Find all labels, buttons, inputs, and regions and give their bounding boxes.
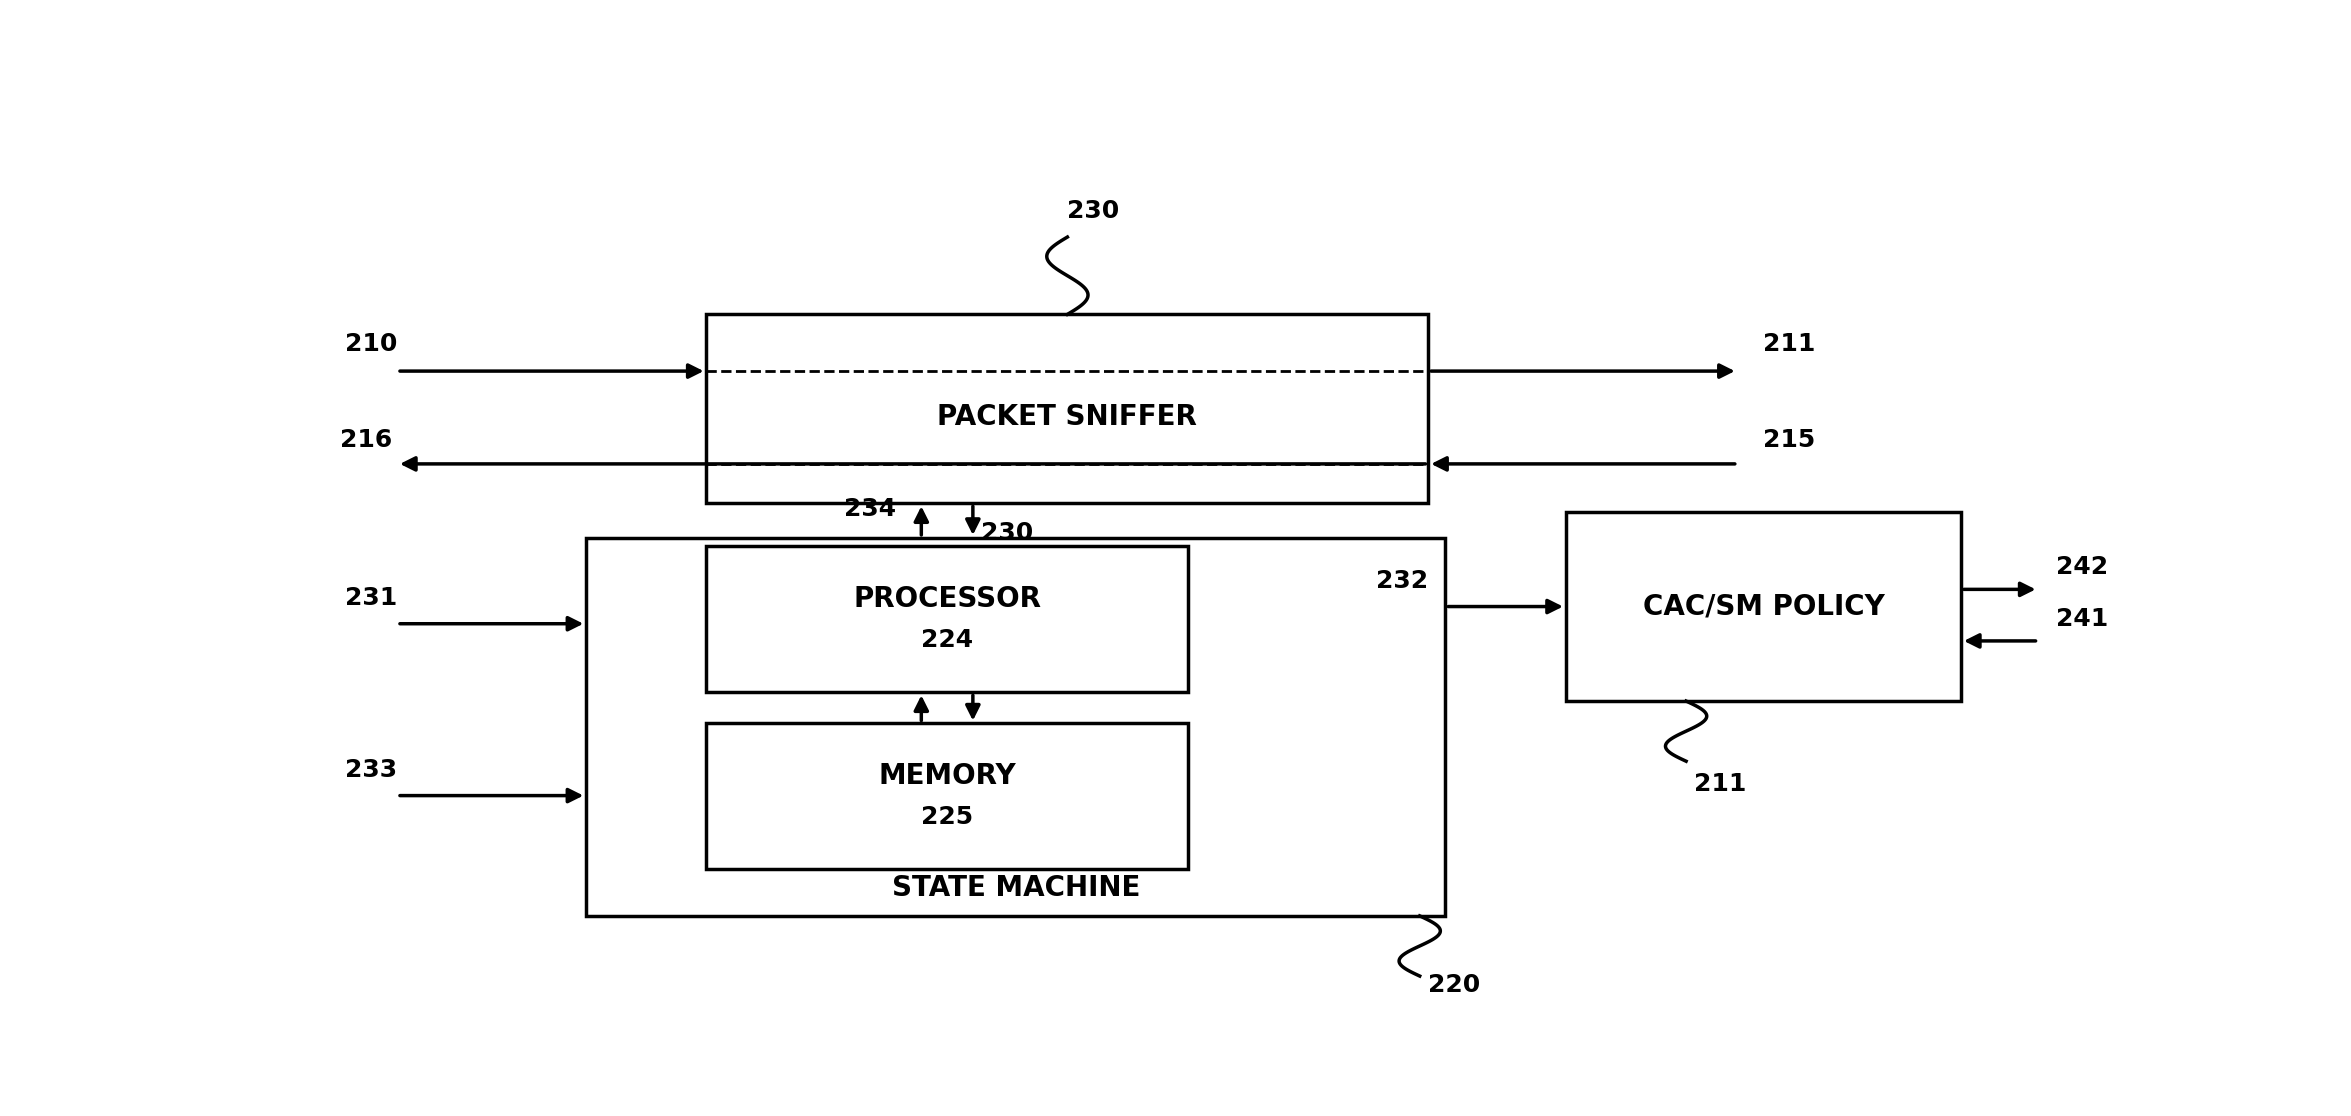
Text: 220: 220 [1427,973,1481,997]
Text: 234: 234 [844,497,896,520]
Text: 231: 231 [346,586,397,610]
Text: PROCESSOR: PROCESSOR [853,585,1041,613]
Bar [585,538,1446,916]
Text: MEMORY: MEMORY [879,762,1016,790]
Bar [708,315,1429,503]
Text: 241: 241 [2055,607,2109,631]
Text: 216: 216 [341,427,393,452]
Text: 211: 211 [1763,331,1815,356]
Text: CAC/SM POLICY: CAC/SM POLICY [1643,593,1886,620]
Bar [708,547,1187,692]
Text: 224: 224 [922,628,973,652]
Text: 242: 242 [2055,555,2109,579]
Text: 225: 225 [922,805,973,829]
Bar [708,723,1187,869]
Text: 215: 215 [1763,427,1815,452]
Text: PACKET SNIFFER: PACKET SNIFFER [938,404,1197,432]
Text: 232: 232 [1375,569,1429,593]
Text: STATE MACHINE: STATE MACHINE [891,874,1140,902]
Text: 211: 211 [1695,771,1747,796]
Text: 233: 233 [346,758,397,782]
Bar [1566,512,1961,701]
Text: 230: 230 [1067,200,1119,223]
Text: 230: 230 [980,521,1034,545]
Text: 210: 210 [346,331,397,356]
